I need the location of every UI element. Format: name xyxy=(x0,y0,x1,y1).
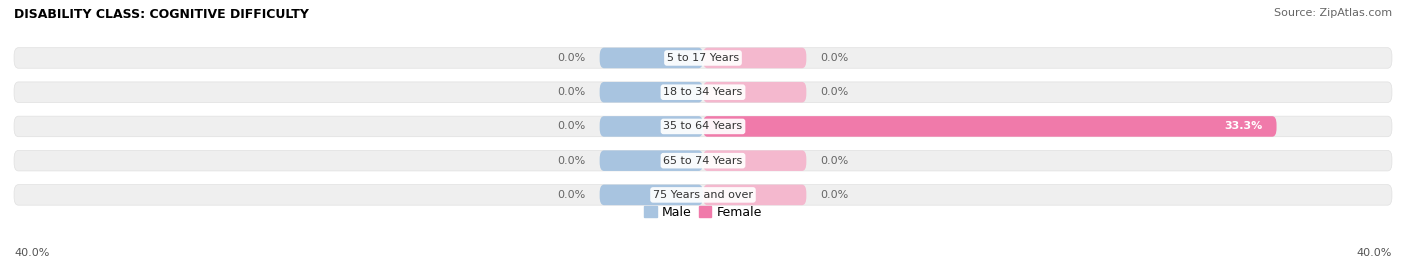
Text: 18 to 34 Years: 18 to 34 Years xyxy=(664,87,742,97)
FancyBboxPatch shape xyxy=(599,116,703,137)
Text: 40.0%: 40.0% xyxy=(1357,248,1392,258)
FancyBboxPatch shape xyxy=(599,185,703,205)
FancyBboxPatch shape xyxy=(703,150,807,171)
Text: 75 Years and over: 75 Years and over xyxy=(652,190,754,200)
FancyBboxPatch shape xyxy=(703,82,807,102)
FancyBboxPatch shape xyxy=(14,116,1392,137)
Text: 0.0%: 0.0% xyxy=(820,190,848,200)
FancyBboxPatch shape xyxy=(14,185,1392,205)
Text: 35 to 64 Years: 35 to 64 Years xyxy=(664,121,742,132)
Text: 0.0%: 0.0% xyxy=(820,156,848,166)
Text: 0.0%: 0.0% xyxy=(558,121,586,132)
Text: DISABILITY CLASS: COGNITIVE DIFFICULTY: DISABILITY CLASS: COGNITIVE DIFFICULTY xyxy=(14,8,309,21)
FancyBboxPatch shape xyxy=(599,150,703,171)
FancyBboxPatch shape xyxy=(703,116,1277,137)
FancyBboxPatch shape xyxy=(599,48,703,68)
FancyBboxPatch shape xyxy=(14,150,1392,171)
Text: 0.0%: 0.0% xyxy=(820,53,848,63)
FancyBboxPatch shape xyxy=(599,82,703,102)
Text: Source: ZipAtlas.com: Source: ZipAtlas.com xyxy=(1274,8,1392,18)
Text: 40.0%: 40.0% xyxy=(14,248,49,258)
Text: 0.0%: 0.0% xyxy=(558,87,586,97)
Text: 5 to 17 Years: 5 to 17 Years xyxy=(666,53,740,63)
Text: 0.0%: 0.0% xyxy=(558,156,586,166)
Text: 65 to 74 Years: 65 to 74 Years xyxy=(664,156,742,166)
FancyBboxPatch shape xyxy=(14,82,1392,102)
FancyBboxPatch shape xyxy=(703,185,807,205)
FancyBboxPatch shape xyxy=(703,48,807,68)
Text: 0.0%: 0.0% xyxy=(558,53,586,63)
Text: 0.0%: 0.0% xyxy=(558,190,586,200)
Text: 0.0%: 0.0% xyxy=(820,87,848,97)
Text: 33.3%: 33.3% xyxy=(1225,121,1263,132)
Legend: Male, Female: Male, Female xyxy=(640,201,766,224)
FancyBboxPatch shape xyxy=(14,48,1392,68)
